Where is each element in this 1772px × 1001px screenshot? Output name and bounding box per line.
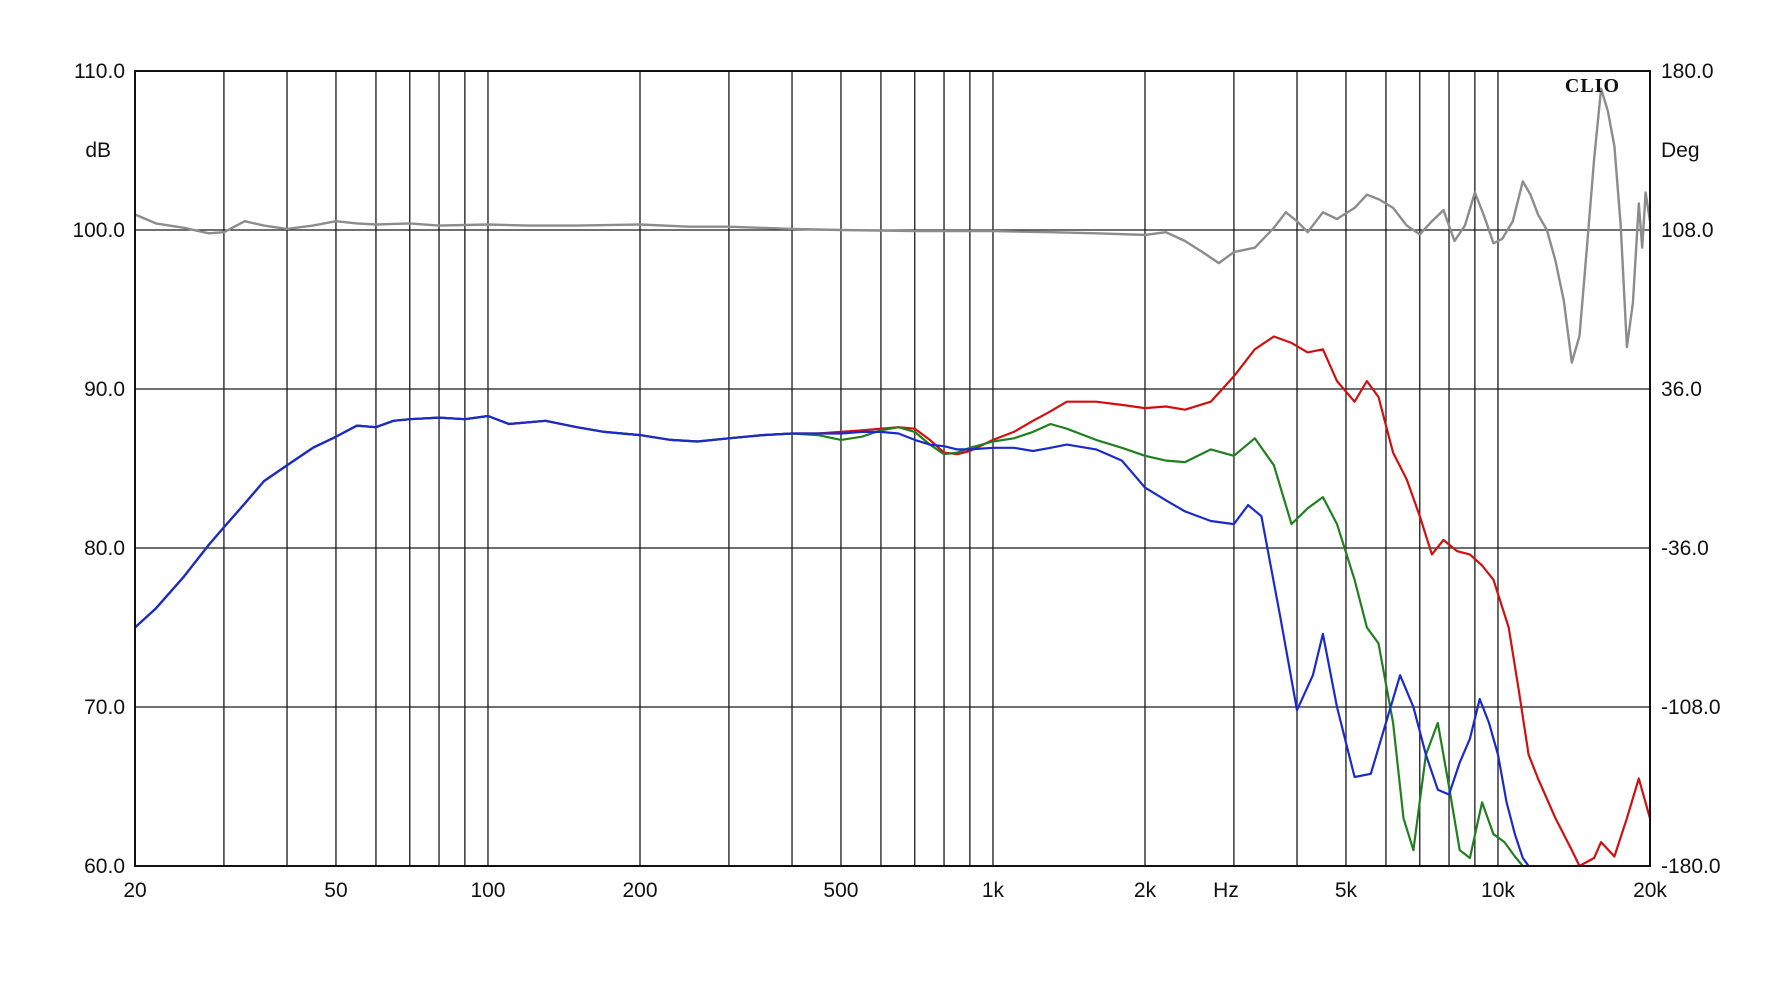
x-tick-label: 5k [1335, 879, 1358, 902]
left-tick-label: 90.0 [84, 378, 125, 401]
left-tick-label: 80.0 [84, 537, 125, 560]
x-tick-label: 2k [1134, 879, 1157, 902]
right-tick-label: -108.0 [1661, 696, 1721, 719]
right-tick-label: -36.0 [1661, 537, 1709, 560]
x-tick-label: 200 [622, 879, 657, 902]
right-tick-label: 36.0 [1661, 378, 1702, 401]
right-axis-ticks: 180.0 108.0 36.0 -36.0 -108.0 -180.0 [1661, 60, 1721, 878]
x-tick-label: 20k [1633, 879, 1667, 902]
x-axis-label: Hz [1213, 879, 1239, 902]
left-axis-ticks: 110.0 100.0 90.0 80.0 70.0 60.0 [72, 60, 125, 878]
right-tick-label: 108.0 [1661, 219, 1714, 242]
left-tick-label: 70.0 [84, 696, 125, 719]
x-tick-label: 500 [823, 879, 858, 902]
curves [135, 87, 1650, 866]
plot-frame [134, 70, 1651, 867]
x-axis-ticks: 20 50 100 200 500 1k 2k 5k 10k 20k [123, 879, 1667, 902]
phase-curve [135, 87, 1650, 364]
x-tick-label: 20 [123, 879, 146, 902]
clio-brand-mark: CLIO [1565, 75, 1620, 97]
left-tick-label: 110.0 [74, 60, 125, 83]
spl-curve-3 [135, 414, 1530, 866]
x-tick-label: 100 [470, 879, 505, 902]
left-tick-label: 60.0 [84, 855, 125, 878]
right-tick-label: -180.0 [1661, 855, 1721, 878]
x-tick-label: 50 [324, 879, 347, 902]
left-axis-label: dB [85, 139, 111, 162]
x-tick-label: 1k [982, 879, 1005, 902]
right-axis-label: Deg [1661, 139, 1700, 162]
right-tick-label: 180.0 [1661, 60, 1714, 83]
left-tick-label: 100.0 [72, 219, 125, 242]
x-tick-label: 10k [1481, 879, 1515, 902]
